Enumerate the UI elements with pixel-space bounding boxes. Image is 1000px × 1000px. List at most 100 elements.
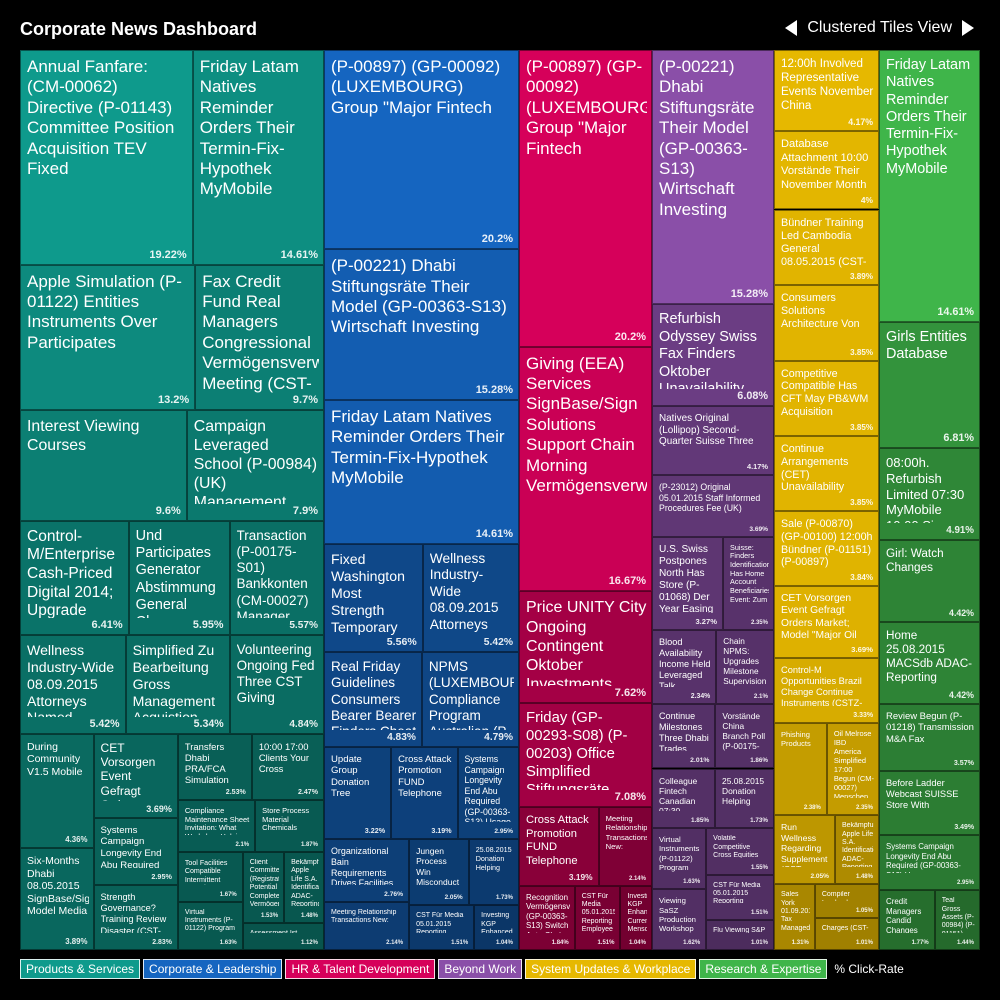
treemap-tile[interactable]: Sales York 01.09.2015 Tax Managed Win Ga… — [774, 884, 815, 950]
treemap-tile[interactable]: Girls Entities Database 6.81% — [879, 321, 980, 449]
treemap-tile[interactable]: Transaction (P-00175-S01) Bankkonten (CM… — [229, 520, 324, 635]
treemap-tile[interactable]: Organizational Bain Requirements Drives … — [324, 839, 410, 902]
treemap-tile[interactable]: Compliance Maintenance Sheet Invitation:… — [177, 799, 256, 852]
treemap-tile[interactable]: Run Wellness Regarding Supplement (CST-0… — [774, 815, 835, 885]
treemap-tile[interactable]: Wellness Industry-Wide 08.09.2015 Attorn… — [20, 634, 126, 734]
treemap-tile[interactable]: Cross Attack Promotion FUND Telephone 3.1… — [391, 746, 458, 840]
legend-item[interactable]: Research & Expertise — [699, 959, 828, 979]
treemap-tile[interactable]: Simplified Zu Bearbeitung Gross Manageme… — [125, 634, 230, 734]
legend-item[interactable]: Products & Services — [20, 959, 141, 979]
treemap-tile[interactable]: Systems Campaign Longevity End Abu Requi… — [93, 817, 178, 886]
treemap-tile[interactable]: Tool Facilities Compatible Intermittent … — [177, 851, 243, 902]
treemap-tile[interactable]: Control-M/Enterprise Cash-Priced Digital… — [20, 520, 129, 635]
treemap-tile[interactable]: (P-00221) Dhabi Stiftungsräte Their Mode… — [652, 50, 774, 305]
treemap-tile[interactable]: Cross Attack Promotion FUND Telephone 3.1… — [519, 807, 599, 886]
treemap-tile[interactable]: Viewing SaSZ Production Workshop KGP Lif… — [652, 889, 707, 950]
treemap-tile[interactable]: Jungen Process Win Misconduct Intermitte… — [409, 839, 469, 906]
treemap-tile[interactable]: Interest Viewing Courses 9.6% — [20, 409, 187, 521]
treemap-tile[interactable]: Blood Availability Income Held Leveraged… — [652, 630, 717, 705]
treemap-tile[interactable]: During Community V1.5 Mobile 4.36% — [20, 733, 94, 848]
treemap-tile[interactable]: Six-Months Dhabi 08.05.2015 SignBase/Sig… — [20, 847, 94, 950]
treemap-tile[interactable]: (P-23012) Original 05.01.2015 Staff Info… — [652, 475, 774, 537]
treemap-tile[interactable]: Friday Latam Natives Reminder Orders The… — [879, 50, 980, 322]
treemap-tile[interactable]: Investing KGP Enhanced Currently Mensche… — [474, 905, 519, 950]
treemap-tile[interactable]: Apple Simulation (P-01122) Entities Inst… — [20, 264, 196, 410]
treemap-tile[interactable]: Charges (CST-00440) Entertainment Giving… — [814, 917, 879, 950]
treemap-tile[interactable]: Meeting Relationship Transactions New: 2.… — [324, 901, 410, 950]
treemap-tile[interactable]: Systems Campaign Longevity End Abu Requi… — [879, 835, 980, 891]
treemap-tile[interactable]: Recognition Vermögensverwaltung (GP-0036… — [519, 885, 575, 950]
next-view-arrow-icon[interactable] — [962, 20, 974, 36]
treemap-tile[interactable]: Colleague Fintech Canadian 07:30 Christi… — [652, 768, 716, 829]
treemap-tile[interactable]: Fax Credit Fund Real Managers Congressio… — [195, 264, 324, 410]
treemap-tile[interactable]: Chain NPMS: Upgrades Milestone Supervisi… — [716, 630, 774, 705]
treemap-tile[interactable]: U.S. Swiss Postpones North Has Store (P-… — [652, 536, 723, 631]
treemap-tile[interactable]: Fixed Washington Most Strength Temporary… — [324, 543, 423, 653]
treemap-tile[interactable]: (P-00221) Dhabi Stiftungsräte Their Mode… — [324, 249, 519, 400]
treemap-tile[interactable]: Review Begun (P-01218) Transmission M&A … — [879, 704, 980, 771]
treemap-tile[interactable]: Bekämpfung Apple Life S.A. Identificatio… — [834, 815, 879, 885]
treemap-tile[interactable]: Control-M Opportunities Brazil Change Co… — [774, 657, 879, 723]
treemap-tile[interactable]: Oil Melrose IBD America Simplified 17:00… — [826, 722, 879, 816]
treemap-tile[interactable]: Bündner Training Led Cambodia General 08… — [774, 209, 879, 286]
treemap-tile[interactable]: Transfers Dhabi PRA/FCA Simulation Clear… — [177, 733, 252, 800]
treemap-tile[interactable]: Competitive Compatible Has CFT May PB&WM… — [774, 360, 879, 436]
treemap-tile[interactable]: Suisse: Finders Identification Has Home … — [722, 536, 774, 631]
treemap-tile[interactable]: 08:00h. Refurbish Limited 07:30 MyMobile… — [879, 448, 980, 540]
treemap-tile[interactable]: Before Ladder Webcast SUISSE Store With 3… — [879, 770, 980, 836]
treemap-tile[interactable]: Home 25.08.2015 MACSdb ADAC-Reporting 4.4… — [879, 621, 980, 705]
treemap-tile[interactable]: Client Committed (Registration) Potentia… — [242, 851, 285, 924]
treemap-tile[interactable]: Systems Campaign Longevity End Abu Requi… — [457, 746, 519, 840]
legend-item[interactable]: Corporate & Leadership — [143, 959, 283, 979]
treemap-tile[interactable]: Virtual Instruments (P-01122) Program FU… — [177, 901, 243, 950]
treemap-tile[interactable]: Sale (P-00870) (GP-00100) 12:00h Bündner… — [774, 510, 879, 586]
treemap-tile[interactable]: Bekämpfung Apple Life S.A. Identificatio… — [284, 851, 324, 924]
treemap-tile[interactable]: Phishing Products 2.38% — [774, 722, 827, 816]
treemap-tile[interactable]: Compiler Involved 1.05% — [814, 884, 879, 918]
treemap-tile[interactable]: Refurbish Odyssey Swiss Fax Finders Okto… — [652, 304, 774, 406]
treemap-tile[interactable]: Und Participates Generator Abstimmung Ge… — [128, 520, 230, 635]
treemap-tile[interactable]: Flu Viewing S&P Intermittent (GP-00363-S… — [706, 919, 774, 950]
treemap-tile[interactable]: (P-00897) (GP-00092) (LUXEMBOURG) Group … — [324, 50, 519, 250]
treemap-tile[interactable]: (P-00897) (GP-00092) (LUXEMBOURG) Group … — [519, 50, 652, 347]
treemap-tile[interactable]: Friday Latam Natives Reminder Orders The… — [324, 399, 519, 544]
treemap-tile[interactable]: Consumers Solutions Architecture Von 3.85… — [774, 285, 879, 361]
treemap-tile[interactable]: Friday (GP-00293-S08) (P-00203) Office S… — [519, 703, 652, 808]
treemap-tile[interactable]: Store Process Material Chemicals 1.87% — [255, 799, 324, 852]
treemap-tile[interactable]: Strength Governance? Training Review Dis… — [93, 885, 178, 950]
treemap-tile[interactable]: Update Group Donation Tree 3.22% — [324, 746, 392, 840]
treemap-tile[interactable]: Vorstände China Branch Poll (P-00175-S01… — [715, 704, 774, 769]
treemap-tile[interactable]: Price UNITY City Ongoing Contingent Okto… — [519, 591, 652, 704]
legend-item[interactable]: HR & Talent Development — [285, 959, 436, 979]
treemap-tile[interactable]: Friday Latam Natives Reminder Orders The… — [192, 50, 324, 265]
treemap-tile[interactable]: CET Vorsorgen Event Gefragt Orders Marke… — [774, 585, 879, 658]
legend-item[interactable]: System Updates & Workplace — [525, 959, 697, 979]
treemap-tile[interactable]: Virtual Instruments (P-01122) Program FU… — [652, 828, 707, 890]
treemap-tile[interactable]: Meeting Relationship Transactions New: 2.… — [598, 807, 652, 886]
treemap-tile[interactable]: CST Für Media 05.01.2015 Reporting Emplo… — [706, 874, 774, 920]
treemap-tile[interactable]: Wellness Industry-Wide 08.09.2015 Attorn… — [422, 543, 519, 653]
treemap-tile[interactable]: CST Für Media 05.01.2015 Reporting Emplo… — [409, 905, 475, 950]
treemap-tile[interactable]: Volatile Competitive Cross Equities Proc… — [706, 828, 774, 875]
treemap-tile[interactable]: CST Für Media 05.01.2015 Reporting Emplo… — [574, 885, 621, 950]
legend-item[interactable]: Beyond Work — [438, 959, 523, 979]
treemap-tile[interactable]: Annual Fanfare: (CM-00062) Directive (P-… — [20, 50, 193, 265]
treemap-tile[interactable]: Continue Milestones Three Dhabi Trades H… — [652, 704, 716, 769]
treemap-tile[interactable]: Natives Original (Lollipop) Second-Quart… — [652, 405, 774, 476]
treemap-tile[interactable]: Giving (EEA) Services SignBase/Sign Solu… — [519, 346, 652, 592]
treemap-tile[interactable]: NPMS (LUXEMBOURG) Compliance Program Aus… — [421, 652, 519, 747]
treemap-tile[interactable]: Continue Arrangements (CET) Unavailabili… — [774, 435, 879, 511]
treemap-tile[interactable]: Investing KGP Enhanced Currently Mensche… — [620, 885, 652, 950]
treemap-tile[interactable]: 25.08.2015 Donation Helping 1.73% — [468, 839, 519, 906]
treemap-tile[interactable]: Database Attachment 10:00 Vorstände Thei… — [774, 131, 879, 210]
treemap-tile[interactable]: Girl: Watch Changes 4.42% — [879, 539, 980, 622]
treemap-tile[interactable]: Credit Managers Candid Changes Regarding… — [879, 890, 935, 950]
treemap-tile[interactable]: Volunteering Ongoing Fed Three CST Givin… — [229, 634, 324, 734]
treemap-tile[interactable]: CET Vorsorgen Event Gefragt Orders Marke… — [93, 733, 178, 818]
treemap-tile[interactable]: Teal Gross Assets (P-00984) (P-01151) 1.4… — [934, 890, 980, 950]
treemap-tile[interactable]: 10:00 17:00 Clients Your Cross 2.47% — [251, 733, 324, 800]
previous-view-arrow-icon[interactable] — [785, 20, 798, 36]
treemap-tile[interactable]: 12:00h Involved Representative Events No… — [774, 50, 879, 132]
treemap-tile[interactable]: Real Friday Guidelines Consumers Bearer … — [324, 652, 422, 747]
treemap-tile[interactable]: Campaign Leveraged School (P-00984) (UK)… — [186, 409, 324, 521]
